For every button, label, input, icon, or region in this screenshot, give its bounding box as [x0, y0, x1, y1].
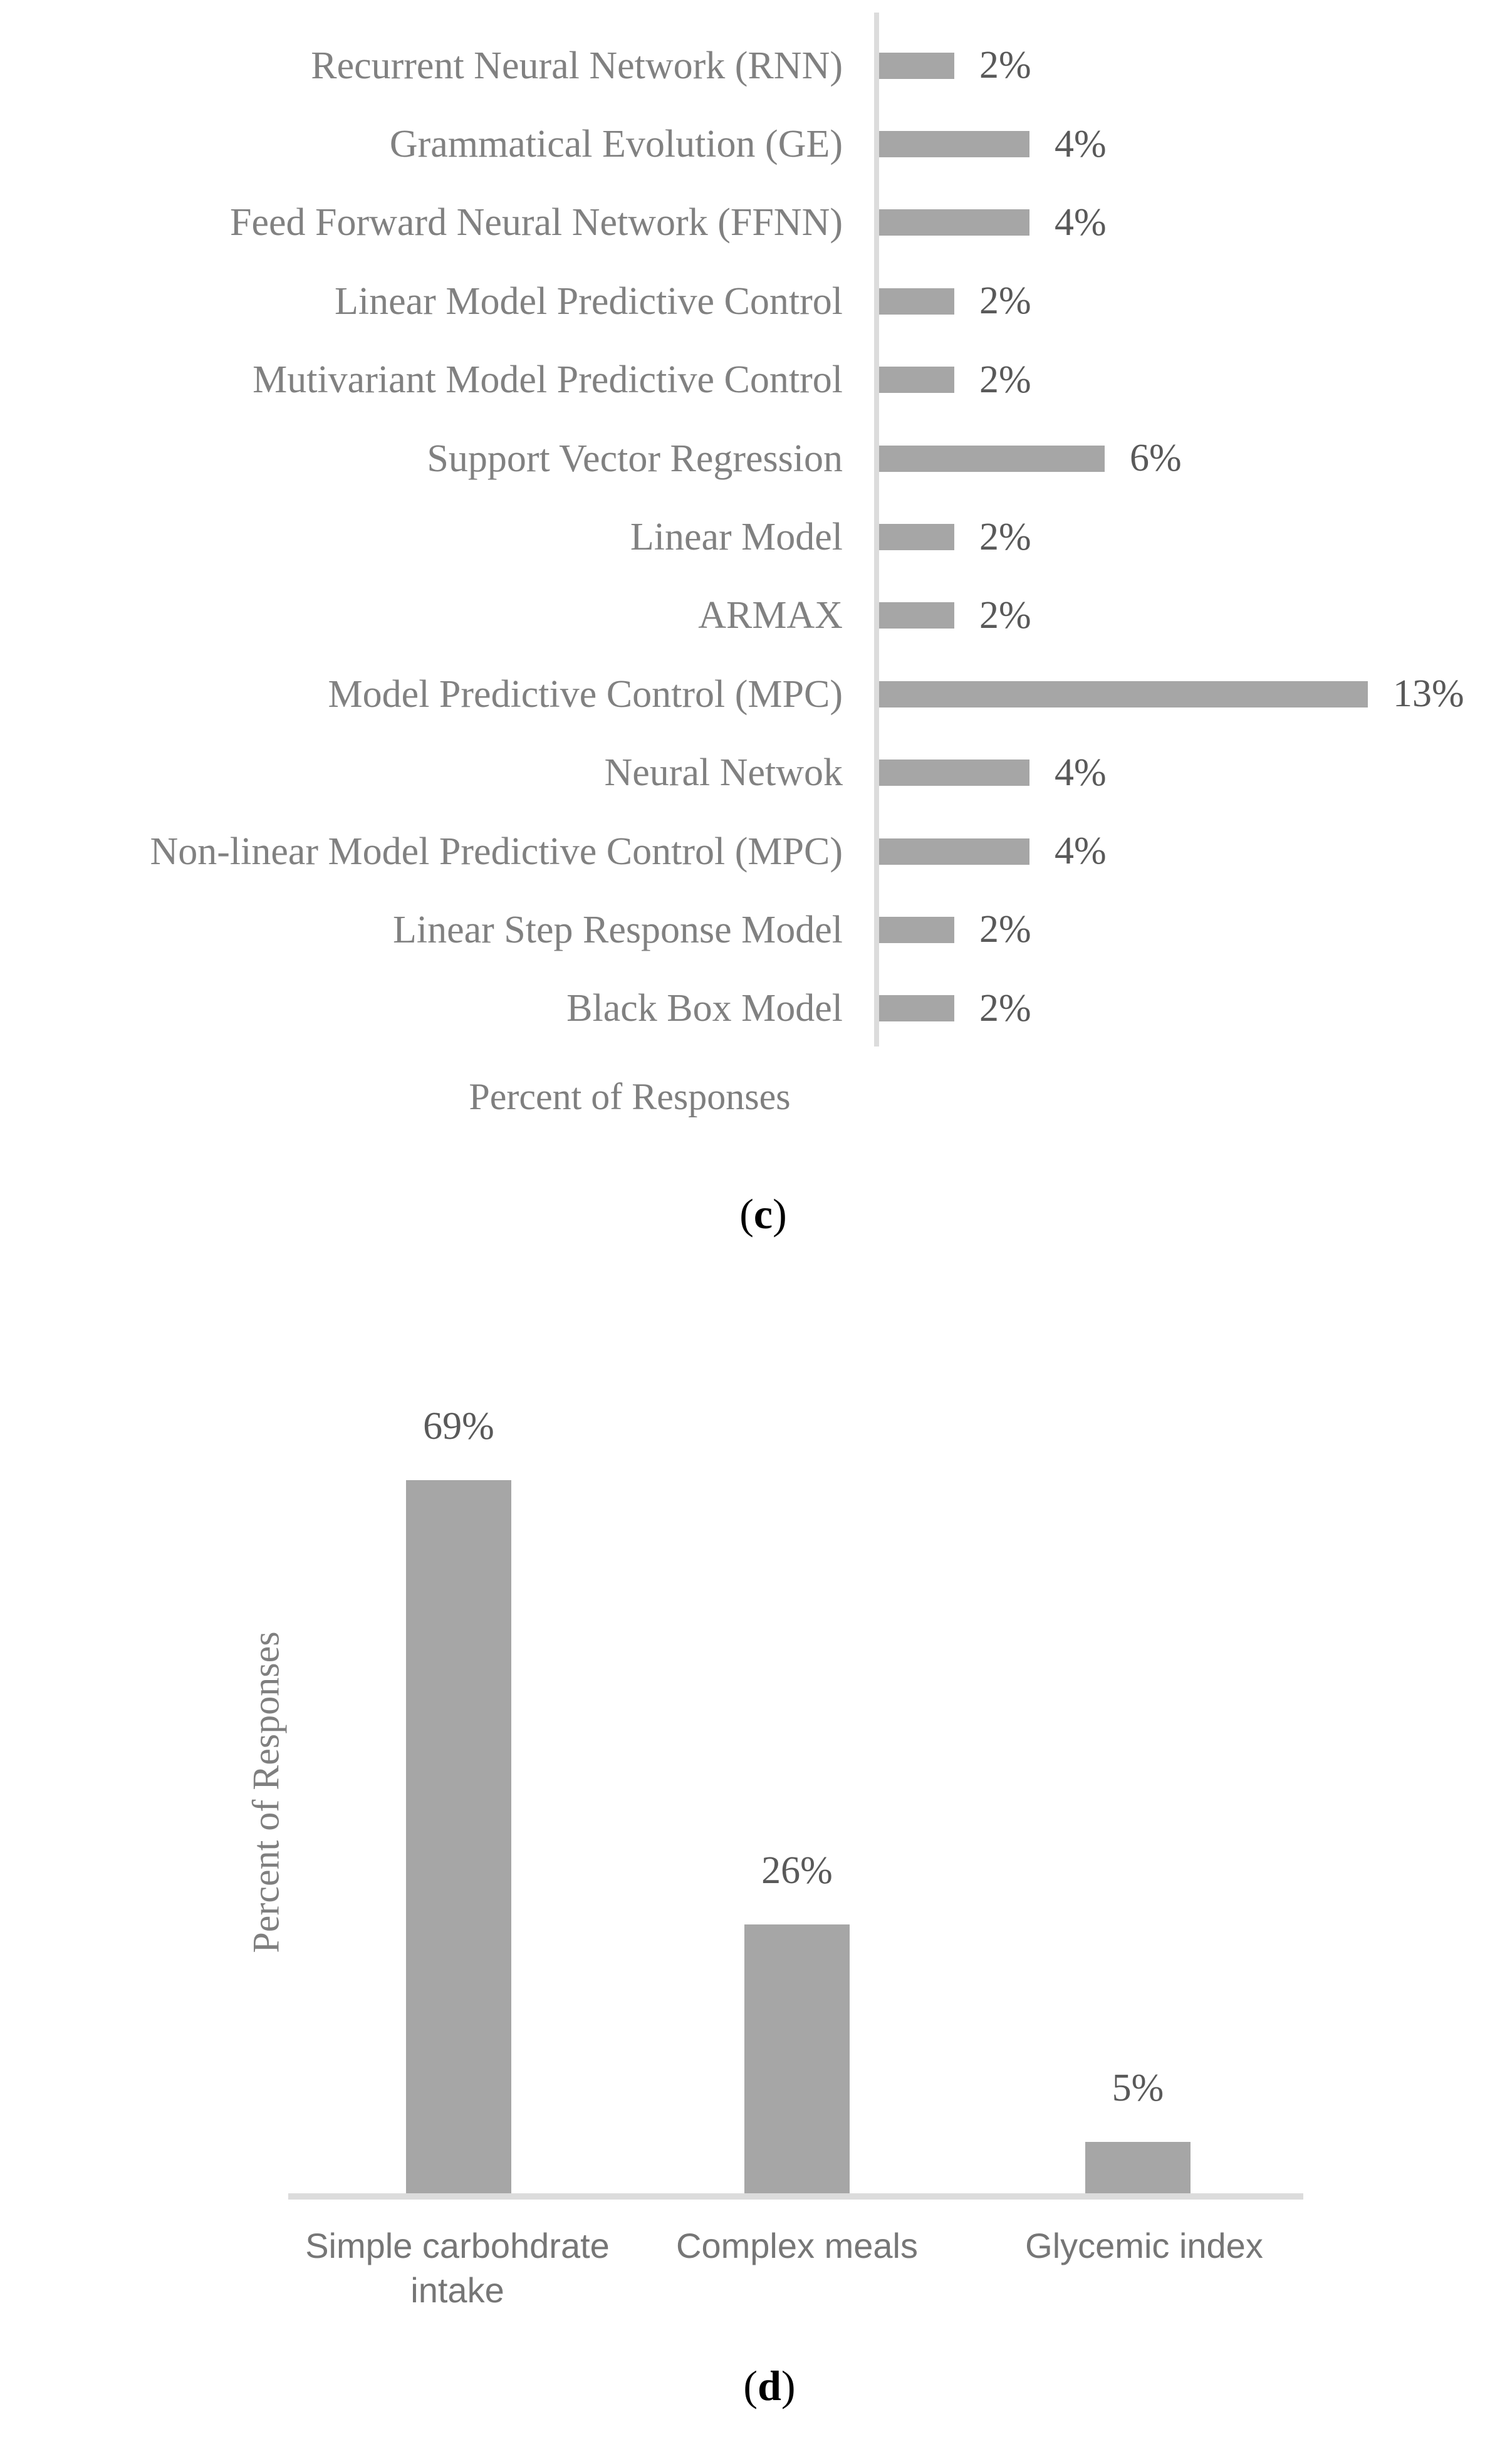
caption-paren: )	[781, 2362, 796, 2409]
value-label: 4%	[1055, 122, 1107, 165]
bar	[879, 760, 1029, 786]
chart-c-y-axis-line	[874, 13, 879, 1047]
chart-d-caption: (d)	[707, 2361, 832, 2411]
bar	[879, 52, 954, 79]
value-label: 2%	[979, 279, 1031, 323]
value-label: 2%	[979, 986, 1031, 1030]
bar	[879, 367, 954, 394]
category-label: Linear Step Response Model	[392, 908, 843, 951]
bar	[879, 288, 954, 315]
chart-c-row: Feed Forward Neural Network (FFNN) 4%	[0, 184, 1485, 262]
value-label: 2%	[979, 515, 1031, 558]
chart-c-row: Linear Model 2%	[0, 498, 1485, 576]
category-label: Neural Netwok	[604, 751, 843, 795]
value-label: 5%	[1112, 2066, 1164, 2109]
category-label: Black Box Model	[566, 987, 843, 1030]
category-label: Linear Model	[630, 515, 843, 558]
caption-paren: (	[739, 1190, 754, 1238]
bar	[879, 681, 1368, 707]
category-label: Linear Model Predictive Control	[335, 279, 843, 323]
chart-c-row: Recurrent Neural Network (RNN) 2%	[0, 26, 1485, 105]
category-label: Glycemic index	[1025, 2226, 1263, 2265]
value-label: 6%	[1130, 437, 1182, 480]
value-label: 4%	[1055, 201, 1107, 244]
bar-group: 26%	[744, 1849, 850, 2193]
category-label: Model Predictive Control (MPC)	[328, 672, 843, 716]
chart-d-x-axis-line	[288, 2193, 1303, 2200]
caption-paren: (	[743, 2362, 758, 2409]
bar	[879, 838, 1029, 865]
bar	[879, 916, 954, 943]
category-label: Grammatical Evolution (GE)	[389, 122, 843, 165]
value-label: 2%	[979, 908, 1031, 951]
chart-c-row: Linear Step Response Model 2%	[0, 890, 1485, 969]
chart-c-row: Neural Netwok 4%	[0, 734, 1485, 812]
category-label: Support Vector Regression	[427, 437, 843, 480]
value-label: 69%	[423, 1405, 494, 1448]
caption-letter: d	[758, 2362, 781, 2409]
caption-letter: c	[753, 1190, 773, 1238]
chart-c-row: Mutivariant Model Predictive Control 2%	[0, 341, 1485, 419]
category-label: Non-linear Model Predictive Control (MPC…	[150, 830, 843, 873]
bar	[879, 209, 1029, 236]
value-label: 2%	[979, 358, 1031, 401]
chart-c-rows: Recurrent Neural Network (RNN) 2% Gramma…	[0, 26, 1485, 1048]
bar-group: 69%	[406, 1405, 511, 2193]
value-label: 2%	[979, 44, 1031, 87]
chart-c-row: Linear Model Predictive Control 2%	[0, 262, 1485, 340]
chart-c-row: Model Predictive Control (MPC) 13%	[0, 655, 1485, 733]
value-label: 26%	[761, 1849, 833, 1892]
chart-c-row: Black Box Model 2%	[0, 969, 1485, 1048]
bar-group: 5%	[1085, 2067, 1191, 2193]
bar	[744, 1924, 850, 2193]
category-label: Complex meals	[676, 2226, 918, 2265]
category-label: ARMAX	[698, 594, 843, 637]
caption-paren: )	[773, 1190, 787, 1238]
chart-c-row: ARMAX 2%	[0, 577, 1485, 655]
category-label: Recurrent Neural Network (RNN)	[311, 44, 843, 87]
bar	[1085, 2141, 1191, 2193]
value-label: 13%	[1393, 672, 1464, 716]
bar	[406, 1480, 511, 2193]
category-label: Feed Forward Neural Network (FFNN)	[229, 201, 843, 244]
chart-c-row: Non-linear Model Predictive Control (MPC…	[0, 812, 1485, 890]
bar	[879, 445, 1105, 472]
chart-d-y-axis-title: Percent of Responses	[245, 1631, 287, 1953]
category-label: Mutivariant Model Predictive Control	[253, 358, 843, 402]
chart-c-caption: (c)	[701, 1189, 826, 1239]
chart-c-x-axis-title: Percent of Responses	[469, 1076, 791, 1117]
category-label: Simple carbohdrate intake	[305, 2226, 610, 2310]
chart-c-row: Grammatical Evolution (GE) 4%	[0, 105, 1485, 183]
bar	[879, 131, 1029, 158]
bar	[879, 995, 954, 1022]
value-label: 4%	[1055, 830, 1107, 873]
bar	[879, 602, 954, 629]
chart-d-plot-area: 69% 26% 5%	[288, 1405, 1303, 2200]
value-label: 2%	[979, 593, 1031, 637]
bar	[879, 524, 954, 551]
value-label: 4%	[1055, 751, 1107, 794]
chart-c-row: Support Vector Regression 6%	[0, 419, 1485, 498]
